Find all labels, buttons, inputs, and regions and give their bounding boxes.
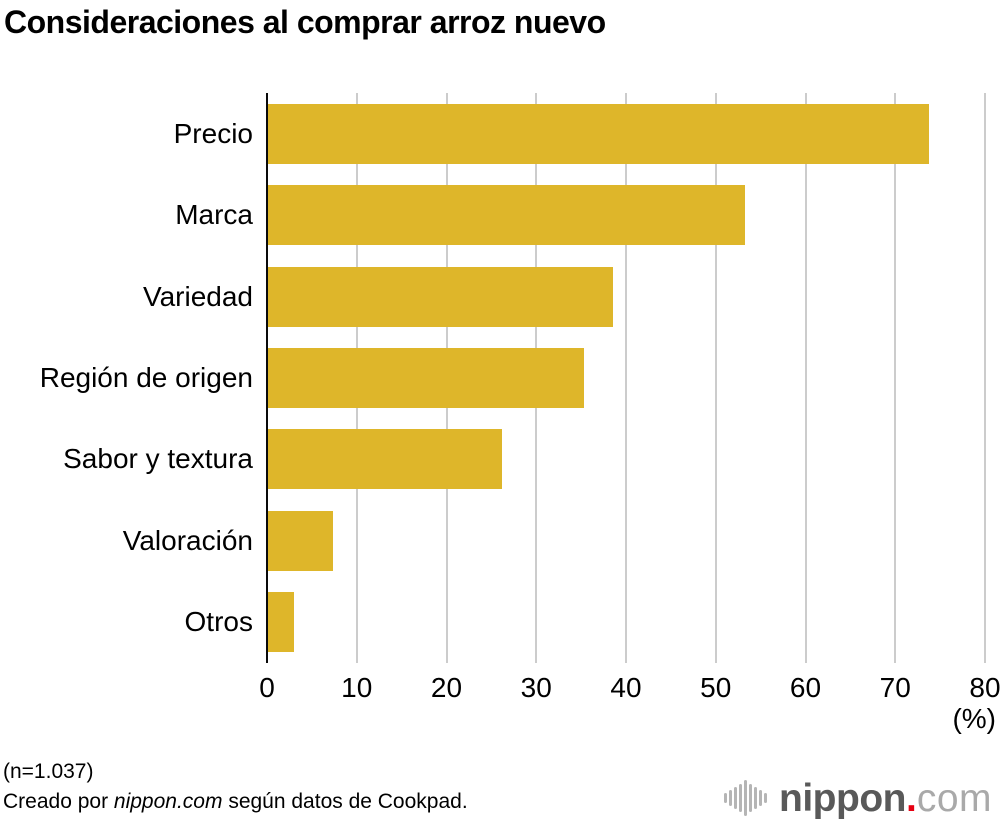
- logo-tld: com: [916, 776, 992, 820]
- gridline: [894, 93, 897, 663]
- x-tick-label: 80: [969, 672, 1000, 703]
- chart-title: Consideraciones al comprar arroz nuevo: [4, 4, 606, 40]
- category-label: Variedad: [142, 280, 253, 312]
- x-tick-label: 10: [341, 672, 373, 703]
- category-label: Marca: [175, 199, 253, 231]
- credit-line: Creado por nippon.com según datos de Coo…: [3, 787, 468, 817]
- category-label: Otros: [184, 606, 253, 638]
- x-tick-label: 60: [789, 672, 822, 703]
- credit-brand: nippon.com: [113, 790, 223, 813]
- nippon-logo: nippon.com: [724, 775, 992, 821]
- category-label: Sabor y textura: [63, 443, 253, 475]
- x-axis-unit-label: (%): [952, 703, 996, 734]
- category-labels: Precio Marca Variedad Región de origen Sabor…: [0, 93, 253, 663]
- bar: [268, 266, 613, 327]
- logo-dot: .: [905, 776, 917, 820]
- credit-prefix: Creado por: [3, 790, 114, 813]
- credit-suffix: según datos de Cookpad.: [222, 790, 468, 813]
- x-tick-label: 70: [879, 672, 911, 703]
- bar: [268, 185, 745, 246]
- bar: [268, 103, 929, 164]
- plot-area: [266, 93, 986, 663]
- soundwave-icon: [724, 778, 768, 818]
- sample-size-note: (n=1.037): [3, 760, 94, 783]
- bar: [268, 429, 503, 490]
- gridline: [804, 93, 807, 663]
- x-tick-label: 20: [430, 672, 463, 703]
- x-tick-label: 40: [610, 672, 642, 703]
- gridline: [984, 93, 986, 663]
- x-tick-label: 0: [259, 672, 275, 703]
- x-axis-ticks: 0 10 20 30 40 50 60 70 80: [259, 672, 1000, 706]
- logo-name: nippon: [779, 776, 906, 820]
- category-label: Precio: [173, 117, 253, 149]
- bar: [268, 510, 333, 571]
- y-axis-line: [266, 93, 268, 663]
- footer: (n=1.037) Creado por nippon.com según da…: [3, 757, 468, 817]
- bar: [268, 348, 584, 408]
- x-tick-label: 30: [520, 672, 552, 703]
- category-label: Región de origen: [39, 362, 253, 393]
- x-tick-label: 50: [700, 672, 732, 703]
- bar: [268, 592, 295, 653]
- gridline: [714, 93, 717, 663]
- gridline: [625, 93, 627, 663]
- category-label: Valoración: [122, 524, 253, 556]
- nippon-logo-text: nippon.com: [779, 779, 992, 818]
